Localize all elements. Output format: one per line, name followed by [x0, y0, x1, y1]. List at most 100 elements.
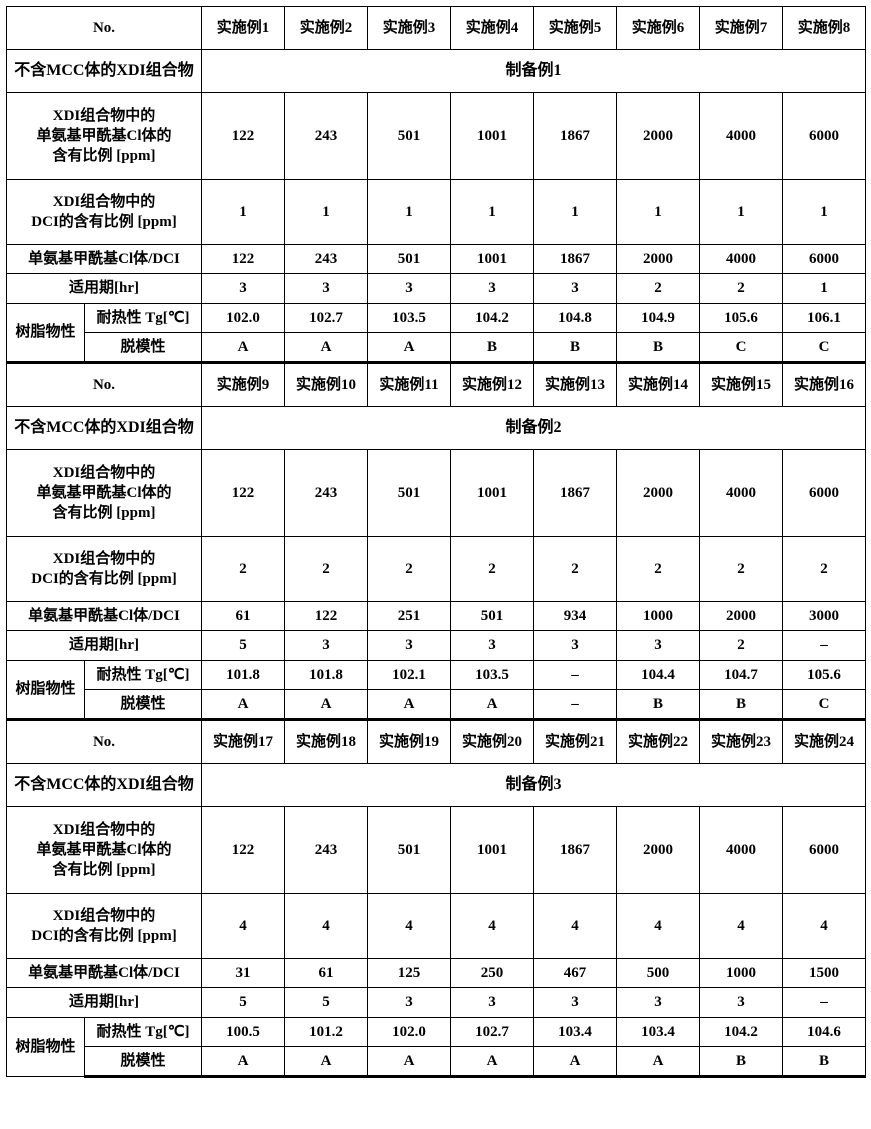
col-header: 实施例13	[534, 363, 617, 407]
demold-label: 脱模性	[85, 689, 202, 719]
demold-label: 脱模性	[85, 1046, 202, 1076]
cell: A	[202, 689, 285, 719]
cell: 122	[285, 602, 368, 631]
cell: 4	[202, 894, 285, 959]
cell: 500	[617, 959, 700, 988]
col-header: 实施例1	[202, 7, 285, 50]
cl-dci-label: 单氨基甲酰基Cl体/DCI	[7, 245, 202, 274]
cell: C	[783, 332, 866, 362]
heat-tg-label: 耐热性 Tg[℃]	[85, 660, 202, 689]
cell: 1000	[700, 959, 783, 988]
col-header: 实施例7	[700, 7, 783, 50]
cell: 106.1	[783, 303, 866, 332]
col-header: 实施例22	[617, 720, 700, 764]
cell: A	[368, 1046, 451, 1076]
cell: 3000	[783, 602, 866, 631]
col-header: 实施例12	[451, 363, 534, 407]
cell: 4	[700, 894, 783, 959]
cell: 104.6	[783, 1017, 866, 1046]
pot-life-label: 适用期[hr]	[7, 274, 202, 303]
cell: 102.7	[285, 303, 368, 332]
cl-dci-row: 单氨基甲酰基Cl体/DCI 61 122 251 501 934 1000 20…	[7, 602, 866, 631]
cell: A	[202, 1046, 285, 1076]
pot-life-row: 适用期[hr] 5 3 3 3 3 3 2 ‒	[7, 631, 866, 660]
cell: 3	[617, 631, 700, 660]
cell: ‒	[534, 660, 617, 689]
cell: 1	[285, 180, 368, 245]
cell: 1867	[534, 450, 617, 537]
cell: 3	[285, 631, 368, 660]
pot-life-label: 适用期[hr]	[7, 631, 202, 660]
cell: 4	[451, 894, 534, 959]
heat-tg-label: 耐热性 Tg[℃]	[85, 1017, 202, 1046]
cell: 2	[617, 274, 700, 303]
cl-ratio-row: XDI组合物中的 单氨基甲酰基Cl体的 含有比例 [ppm] 122 243 5…	[7, 807, 866, 894]
col-header: 实施例16	[783, 363, 866, 407]
col-header: 实施例3	[368, 7, 451, 50]
cell: 3	[368, 988, 451, 1017]
cell: 1	[368, 180, 451, 245]
cell: 4	[285, 894, 368, 959]
cell: B	[617, 332, 700, 362]
cell: 501	[451, 602, 534, 631]
cell: 100.5	[202, 1017, 285, 1046]
cell: 2	[534, 537, 617, 602]
cell: 102.0	[202, 303, 285, 332]
col-header: 实施例11	[368, 363, 451, 407]
cell: ‒	[783, 988, 866, 1017]
cell: 2	[617, 537, 700, 602]
cl-ratio-row: XDI组合物中的 单氨基甲酰基Cl体的 含有比例 [ppm] 122 243 5…	[7, 93, 866, 180]
demold-row: 脱模性 A A A A ‒ B B C	[7, 689, 866, 719]
cell: A	[285, 1046, 368, 1076]
cell: A	[451, 1046, 534, 1076]
cell: 1	[783, 180, 866, 245]
cell: 3	[534, 631, 617, 660]
cell: 3	[534, 274, 617, 303]
cell: 1001	[451, 807, 534, 894]
cell: 2000	[700, 602, 783, 631]
cell: 2	[700, 631, 783, 660]
cell: B	[451, 332, 534, 362]
cell: 5	[202, 988, 285, 1017]
col-header: 实施例8	[783, 7, 866, 50]
cell: 3	[617, 988, 700, 1017]
cl-dci-row: 单氨基甲酰基Cl体/DCI 31 61 125 250 467 500 1000…	[7, 959, 866, 988]
no-label: No.	[7, 363, 202, 407]
cell: 1	[534, 180, 617, 245]
mcc-free-label: 不含MCC体的XDI组合物	[7, 407, 202, 450]
col-header: 实施例14	[617, 363, 700, 407]
cell: 2000	[617, 450, 700, 537]
dci-ratio-label: XDI组合物中的 DCI的含有比例 [ppm]	[7, 894, 202, 959]
cell: 31	[202, 959, 285, 988]
no-row: No. 实施例1 实施例2 实施例3 实施例4 实施例5 实施例6 实施例7 实…	[7, 7, 866, 50]
cell: 5	[202, 631, 285, 660]
cell: 6000	[783, 245, 866, 274]
cell: 3	[534, 988, 617, 1017]
cell: 3	[451, 988, 534, 1017]
cell: 1001	[451, 93, 534, 180]
cell: 61	[285, 959, 368, 988]
cell: 4	[783, 894, 866, 959]
cl-dci-label: 单氨基甲酰基Cl体/DCI	[7, 602, 202, 631]
no-label: No.	[7, 720, 202, 764]
demold-row: 脱模性 A A A A A A B B	[7, 1046, 866, 1076]
cell: 243	[285, 807, 368, 894]
resin-prop-label: 树脂物性	[7, 303, 85, 363]
cell: 2000	[617, 245, 700, 274]
cell: 104.7	[700, 660, 783, 689]
cell: 251	[368, 602, 451, 631]
pot-life-row: 适用期[hr] 3 3 3 3 3 2 2 1	[7, 274, 866, 303]
cell: 2	[368, 537, 451, 602]
cell: 122	[202, 450, 285, 537]
cell: 501	[368, 245, 451, 274]
cell: 1867	[534, 245, 617, 274]
cell: 2	[451, 537, 534, 602]
cell: 103.5	[368, 303, 451, 332]
dci-ratio-label: XDI组合物中的 DCI的含有比例 [ppm]	[7, 180, 202, 245]
cell: 501	[368, 93, 451, 180]
cell: 250	[451, 959, 534, 988]
cell: A	[285, 689, 368, 719]
cell: 3	[285, 274, 368, 303]
cell: 1867	[534, 807, 617, 894]
cell: ‒	[534, 689, 617, 719]
